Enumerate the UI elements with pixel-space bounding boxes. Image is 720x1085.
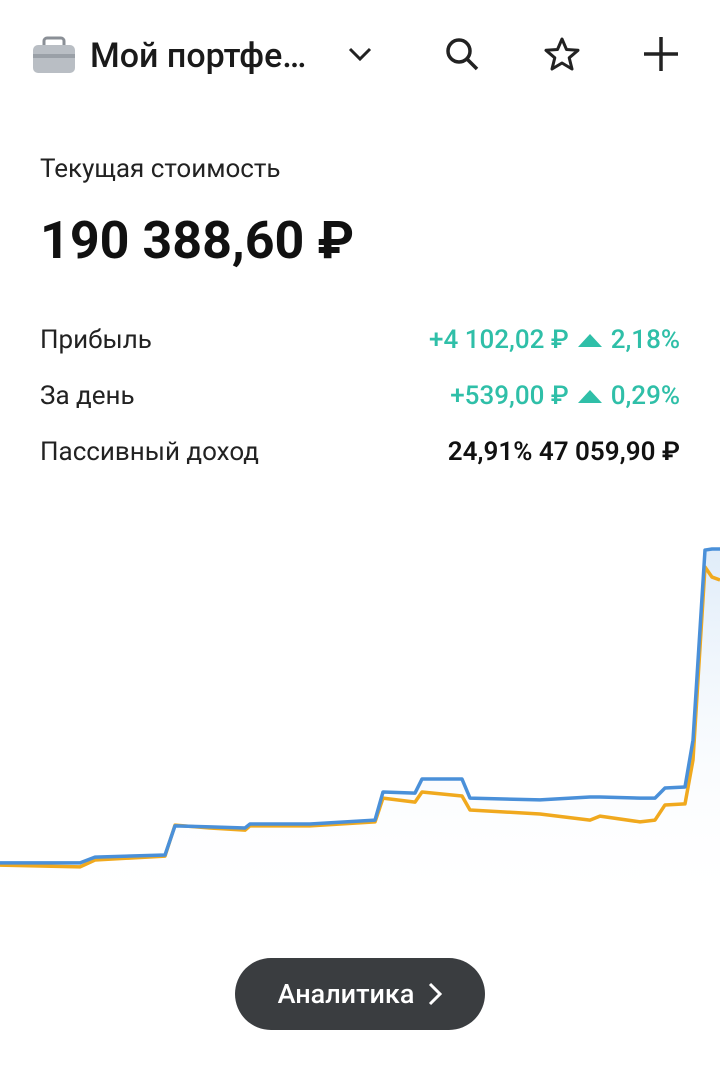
up-arrow [577, 334, 602, 347]
row-label: Пассивный доход [40, 437, 259, 467]
button-label[interactable]: Аналитика [277, 978, 415, 1010]
amount: 47 059,90 ₽ [538, 437, 680, 467]
amount: +4 102,02 ₽ [429, 325, 569, 355]
percent: 0,29% [610, 381, 680, 411]
profit-row: Прибыль +4 102,02 ₽ 2,18% [40, 320, 680, 360]
amount: +539,00 ₽ [450, 381, 569, 411]
search-icon[interactable] [444, 36, 480, 72]
row-value: 24,91% 47 059,90 ₽ [448, 437, 680, 467]
line-series [0, 547, 720, 865]
percent: 24,91% [447, 437, 533, 467]
favorite-icon[interactable] [543, 36, 581, 72]
summary-value: 190 388,60 ₽ [40, 210, 355, 271]
chevron [429, 982, 443, 1006]
passive-row: Пассивный доход 24,91% 47 059,90 ₽ [40, 432, 680, 472]
percent: 2,18% [610, 325, 680, 355]
add-icon[interactable] [642, 35, 680, 73]
area-fill [0, 549, 720, 920]
portfolio-icon [33, 36, 75, 73]
row-change: +539,00 ₽ 0,29% [450, 381, 680, 411]
chart [0, 547, 720, 920]
summary-label: Текущая стоимость [40, 154, 281, 184]
analytics-button[interactable]: Аналитика [235, 958, 485, 1030]
row-label: За день [40, 381, 135, 411]
portfolio-title[interactable]: Мой портфе… [90, 36, 307, 76]
row-change: +4 102,02 ₽ 2,18% [429, 325, 680, 355]
dropdown-icon[interactable] [346, 44, 374, 64]
row-label: Прибыль [40, 325, 152, 355]
day-row: За день +539,00 ₽ 0,29% [40, 376, 680, 416]
up-arrow [577, 390, 602, 403]
